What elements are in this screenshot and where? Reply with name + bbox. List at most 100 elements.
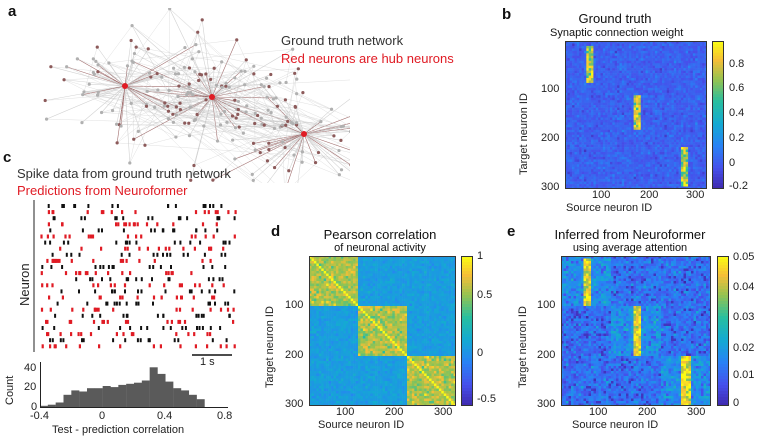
histogram-bar [94,388,103,408]
heatmap-b-tick-4: 200 [541,132,560,144]
heatmap-d [309,256,456,406]
colorbar-b [712,41,724,189]
heatmap-d-ylabel: Target neuron ID [264,306,276,388]
hub-neuron-3 [301,131,307,137]
colorbar-e [717,256,729,406]
heatmap-e-subtitle: using average attention [572,242,688,254]
histogram-tick-6: 0 [31,401,38,413]
network-legend-red: Red neurons are hub neurons [281,51,454,66]
panel-letter-b: b [502,6,512,23]
network-graph [43,8,350,183]
correlation-histogram [40,362,228,408]
colorbar-e-tick-4: 0.01 [733,369,755,381]
histogram-bar [188,394,197,408]
colorbar-e-tick-0: 0.05 [733,251,755,263]
panel-letter-d: d [271,223,281,240]
colorbar-b-tick-4: 0 [729,157,736,169]
heatmap-d-tick-0: 100 [336,406,355,418]
histogram-bar [40,405,49,408]
heatmap-b-tick-5: 300 [541,181,560,193]
colorbar-e-tick-3: 0.02 [733,342,755,354]
histogram-bar [71,390,80,408]
panel-letter-e: e [507,223,516,240]
histogram-bar [110,387,119,408]
histogram-xlabel: Test - prediction correlation [52,424,185,436]
heatmap-d-title: Pearson correlation [323,227,437,242]
histogram-bar [181,390,190,408]
histogram-bar [165,381,174,408]
raster-legend-red: Predictions from Neuroformer [17,183,188,198]
colorbar-d-tick-3: -0.5 [477,393,496,405]
heatmap-d-tick-2: 300 [434,406,453,418]
heatmap-b-subtitle: Synaptic connection weight [550,27,684,39]
histogram-tick-1: 0 [99,410,106,422]
raster-ylabel: Neuron [17,263,32,306]
histogram-bar [134,382,143,408]
histogram-bar [47,404,56,408]
heatmap-e-ylabel: Target neuron ID [517,306,529,388]
colorbar-e-tick-5: 0 [733,397,740,409]
colorbar-b-tick-5: -0.2 [729,180,748,192]
heatmap-e [561,256,711,406]
raster-legend-black: Spike data from ground truth network [17,166,231,181]
histogram-bar [87,388,96,408]
heatmap-d-tick-1: 200 [385,406,404,418]
heatmap-b-tick-0: 100 [592,189,611,201]
heatmap-d-xlabel: Source neuron ID [318,419,405,431]
heatmap-e-xlabel: Source neuron ID [572,419,659,431]
histogram-ylabel: Count [4,375,16,405]
colorbar-e-tick-2: 0.03 [733,311,755,323]
heatmap-e-tick-5: 300 [537,398,556,410]
hub-neuron-2 [209,94,215,100]
histogram-tick-4: 40 [24,362,37,374]
colorbar-d-tick-2: 0 [477,347,484,359]
hub-neuron-1 [122,83,128,89]
heatmap-e-tick-2: 300 [687,406,706,418]
heatmap-b-ylabel: Target neuron ID [518,93,530,175]
histogram-bar [196,399,205,408]
histogram-bar [63,394,72,408]
histogram-bar [55,402,64,408]
scalebar-label: 1 s [200,356,215,368]
heatmap-b-tick-1: 200 [640,189,659,201]
colorbar-b-tick-2: 0.4 [729,107,745,119]
heatmap-b-tick-3: 100 [541,83,560,95]
panel-letter-a: a [8,3,17,20]
heatmap-b-tick-2: 300 [686,189,705,201]
heatmap-b-xlabel: Source neuron ID [566,202,653,214]
heatmap-e-tick-0: 100 [589,406,608,418]
colorbar-d [461,256,473,406]
panel-letter-c: c [3,149,12,166]
scalebar [192,354,232,356]
heatmap-e-tick-3: 100 [537,299,556,311]
colorbar-b-tick-1: 0.6 [729,82,745,94]
network-legend-black: Ground truth network [281,33,404,48]
heatmap-e-title: Inferred from Neuroformer [554,227,706,242]
heatmap-b-title: Ground truth [578,11,652,26]
histogram-bar [118,384,127,408]
network-nodes [43,8,350,182]
histogram-bar [141,380,150,408]
histogram-bar [126,383,135,408]
heatmap-d-tick-3: 100 [285,299,304,311]
colorbar-b-tick-3: 0.2 [729,132,745,144]
colorbar-e-tick-1: 0.04 [733,281,755,293]
histogram-tick-0: -0.4 [30,410,49,422]
histogram-tick-5: 20 [24,381,37,393]
histogram-bar [79,391,88,408]
spike-raster [33,200,237,352]
colorbar-d-tick-1: 0.5 [477,289,493,301]
histogram-bar [157,373,166,408]
heatmap-d-tick-5: 300 [285,398,304,410]
histogram-bar [149,367,158,408]
heatmap-b [565,41,707,189]
heatmap-d-tick-4: 200 [285,349,304,361]
heatmap-d-subtitle: of neuronal activity [334,242,426,254]
histogram-bar [173,388,182,408]
heatmap-e-tick-4: 200 [537,349,556,361]
heatmap-e-tick-1: 200 [638,406,657,418]
histogram-tick-3: 0.8 [217,410,233,422]
colorbar-d-tick-0: 1 [477,250,484,262]
histogram-tick-2: 0.4 [157,410,173,422]
histogram-bar [102,386,111,408]
